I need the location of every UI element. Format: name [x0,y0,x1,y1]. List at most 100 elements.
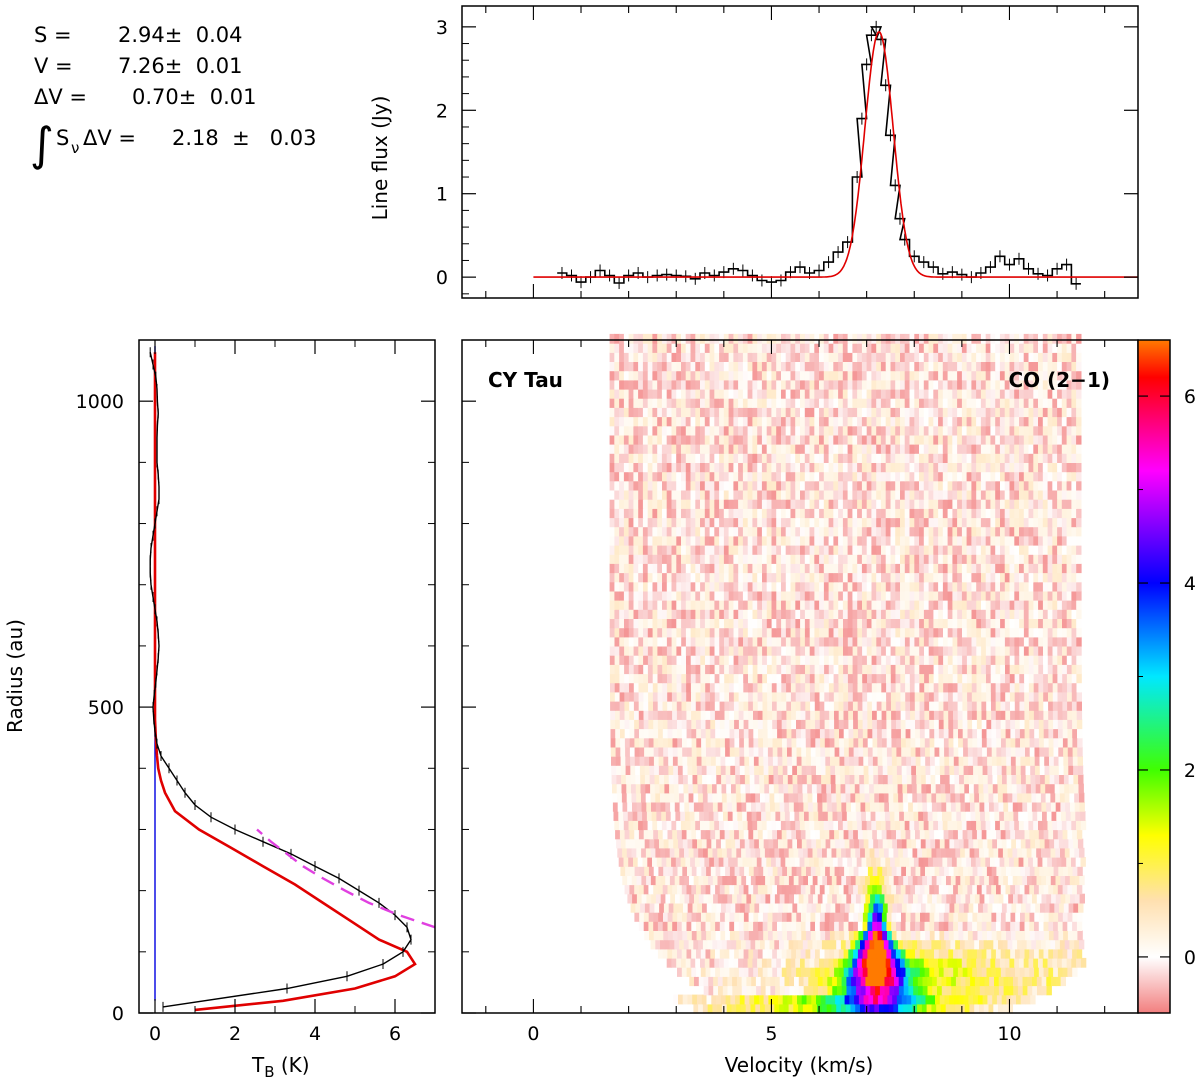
pv-pixel [966,581,973,592]
pv-pixel [891,701,897,711]
pv-pixel [746,811,753,821]
pv-pixel [1005,884,1011,895]
pv-pixel [809,572,815,583]
pv-pixel [628,664,635,675]
pv-pixel [819,609,825,619]
pv-pixel [895,664,901,675]
pv-pixel [1071,627,1077,638]
pv-pixel [695,957,701,968]
pv-pixel [743,618,749,629]
pv-pixel [1036,976,1043,987]
pv-pixel [1019,572,1025,583]
pv-pixel [983,783,989,794]
pv-pixel [1029,737,1035,748]
pv-pixel [610,728,616,739]
pv-pixel [619,682,625,693]
pv-pixel [1027,811,1034,821]
pv-pixel [798,1003,804,1014]
pv-pixel [896,967,902,977]
pv-pixel [970,976,976,987]
pv-pixel [924,682,930,693]
pv-pixel [643,590,649,601]
pv-pixel [1003,811,1010,821]
pv-pixel [914,572,920,583]
pv-pixel [986,691,992,702]
pv-pixel [958,746,964,757]
pv-pixel [644,838,651,849]
pv-pixel [712,847,718,858]
pv-pixel [954,774,960,785]
pv-pixel [1023,636,1030,647]
pv-pixel [800,829,807,840]
pv-pixel [690,673,697,684]
pv-pixel [981,664,987,675]
pv-pixel [757,829,764,840]
pv-pixel [846,811,853,821]
pv-pixel [1028,581,1034,592]
pv-pixel [938,701,944,711]
pv-pixel [722,801,728,812]
pv-pixel [874,847,880,858]
pv-pixel [695,563,701,574]
pv-pixel [620,866,626,876]
pv-pixel [610,737,616,748]
pv-pixel [805,884,811,895]
pv-pixel [874,1003,880,1014]
pv-pixel [972,866,978,876]
pv-pixel [689,893,695,904]
pv-pixel [724,682,730,693]
pv-pixel [802,902,808,913]
pv-pixel [925,765,931,775]
pv-pixel [758,994,765,1005]
pv-pixel [972,746,978,757]
pv-pixel [733,645,739,656]
pv-pixel [855,801,862,812]
pv-pixel [1036,939,1042,950]
pv-pixel [872,746,878,757]
pv-pixel [694,811,700,821]
pv-pixel [981,829,988,840]
pv-pixel [755,1003,761,1014]
pv-pixel [760,939,766,950]
pv-pixel [882,994,889,1005]
pv-pixel [754,774,760,785]
pv-pixel [999,857,1005,867]
pv-pixel [1076,884,1083,895]
pv-pixel [1058,866,1064,876]
pv-pixel [771,957,777,968]
pv-pixel [986,673,992,684]
pv-pixel [1028,600,1034,610]
pv-pixel [791,701,797,711]
pv-pixel [644,746,650,757]
pv-pixel [677,728,683,739]
pv-pixel [653,701,659,711]
pv-pixel [917,893,924,904]
pv-pixel [906,746,912,757]
pv-pixel [852,627,858,638]
pv-pixel [915,737,921,748]
pv-pixel [623,600,630,610]
pv-pixel [966,636,973,647]
pv-pixel [1034,921,1040,931]
pv-pixel [791,719,797,730]
pv-pixel [847,655,854,665]
pv-pixel [1038,645,1044,656]
pv-pixel [963,994,969,1005]
pv-pixel [1030,765,1036,775]
pv-pixel [729,719,735,730]
pv-pixel [663,866,669,876]
pv-pixel [781,967,788,977]
pv-pixel [767,728,773,739]
pv-pixel [689,801,695,812]
pv-pixel [809,609,815,619]
pv-pixel [809,655,816,665]
pv-pixel [704,957,711,968]
pv-pixel [695,636,701,647]
pv-pixel [728,627,735,638]
pv-pixel [1014,957,1020,968]
pv-pixel [1040,774,1046,785]
pv-pixel [943,829,949,840]
pv-pixel [777,912,783,922]
pv-pixel [673,783,680,794]
pv-pixel [691,710,697,720]
